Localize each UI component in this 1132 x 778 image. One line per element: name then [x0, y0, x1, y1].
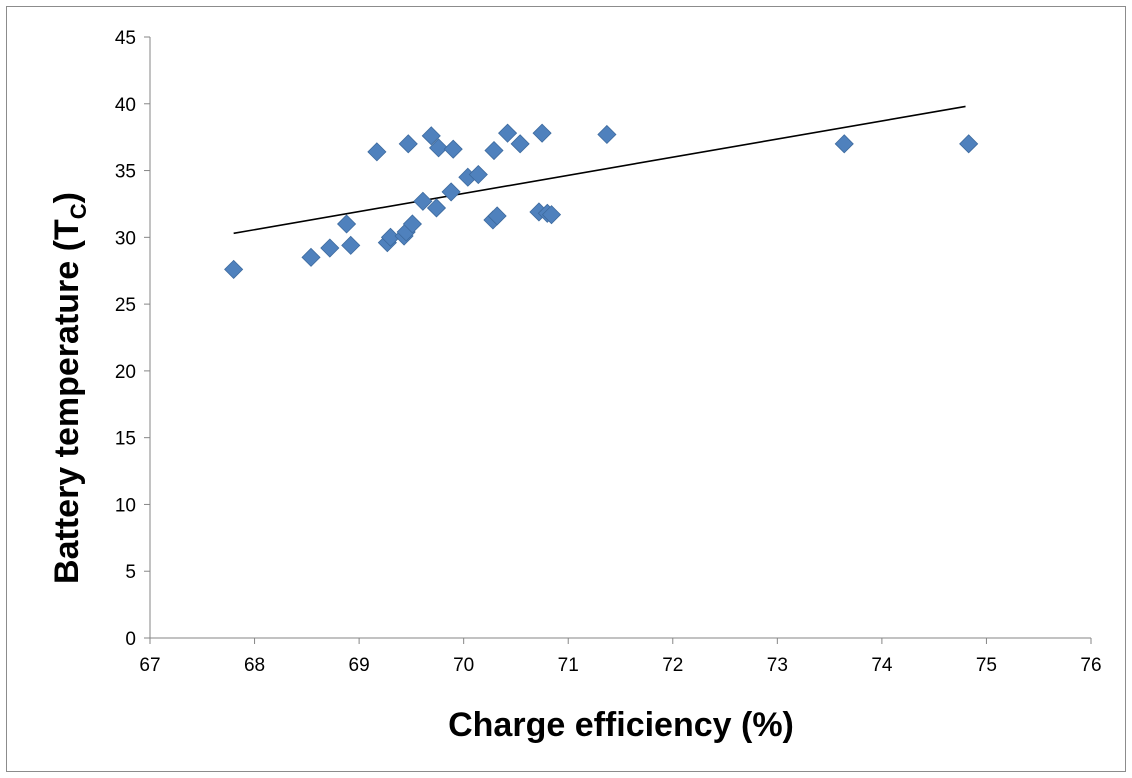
y-tick-label: 45: [115, 28, 136, 49]
y-tick-label: 30: [115, 228, 136, 249]
y-tick-labels: 0 5 10 15 20 25 30 35 40 45: [115, 28, 136, 650]
y-tick-label: 15: [115, 429, 136, 450]
y-tick-label: 0: [125, 629, 136, 650]
trendline: [233, 105, 966, 235]
x-tick-label: 67: [139, 655, 160, 676]
data-point: [959, 134, 979, 154]
x-tick-labels: 67 68 69 70 71 72 73 74 75 76: [139, 655, 1101, 676]
y-tick-label: 40: [115, 95, 136, 116]
data-point: [468, 164, 488, 185]
y-tick-label: 5: [125, 562, 136, 583]
x-tick-label: 75: [976, 655, 997, 676]
y-tick-label: 35: [115, 162, 136, 183]
x-axis-title: Charge efficiency (%): [448, 706, 794, 744]
data-point: [532, 123, 552, 143]
y-tick-label: 25: [115, 295, 136, 316]
data-point: [487, 206, 507, 226]
data-point: [441, 182, 461, 202]
data-point: [398, 134, 418, 154]
data-point: [484, 140, 504, 161]
y-tick-label: 10: [115, 495, 136, 516]
data-point: [443, 139, 463, 159]
data-point: [367, 142, 387, 162]
x-tick-label: 76: [1080, 655, 1101, 676]
y-tick-label: 20: [115, 362, 136, 383]
y-axis-title-main: Battery temperature (T: [48, 219, 86, 584]
trendline-group: [233, 105, 966, 235]
data-point: [421, 126, 441, 146]
y-axis-title-close: ): [48, 192, 86, 203]
x-tick-label: 73: [767, 655, 788, 676]
x-tick-label: 69: [349, 655, 370, 676]
data-points: [224, 123, 979, 279]
axes: [144, 36, 1092, 644]
data-point: [224, 259, 244, 279]
data-point: [413, 191, 433, 211]
y-axis-title-subscript: C: [66, 203, 91, 219]
data-point: [336, 214, 357, 234]
data-point: [597, 124, 617, 145]
chart-frame: [6, 6, 1126, 772]
x-tick-label: 68: [244, 655, 265, 676]
data-point: [498, 123, 518, 143]
data-point: [320, 238, 340, 258]
y-axis-title: Battery temperature (TC): [48, 192, 91, 584]
data-point: [426, 198, 447, 218]
data-point: [834, 134, 854, 154]
x-tick-label: 70: [453, 655, 474, 676]
data-point: [301, 247, 321, 267]
x-tick-label: 72: [662, 655, 683, 676]
data-point: [541, 205, 562, 225]
data-point: [341, 235, 361, 255]
data-point: [429, 138, 449, 158]
data-point: [510, 134, 530, 154]
data-point: [402, 214, 423, 234]
x-tick-label: 74: [871, 655, 893, 676]
x-tick-label: 71: [558, 655, 579, 676]
